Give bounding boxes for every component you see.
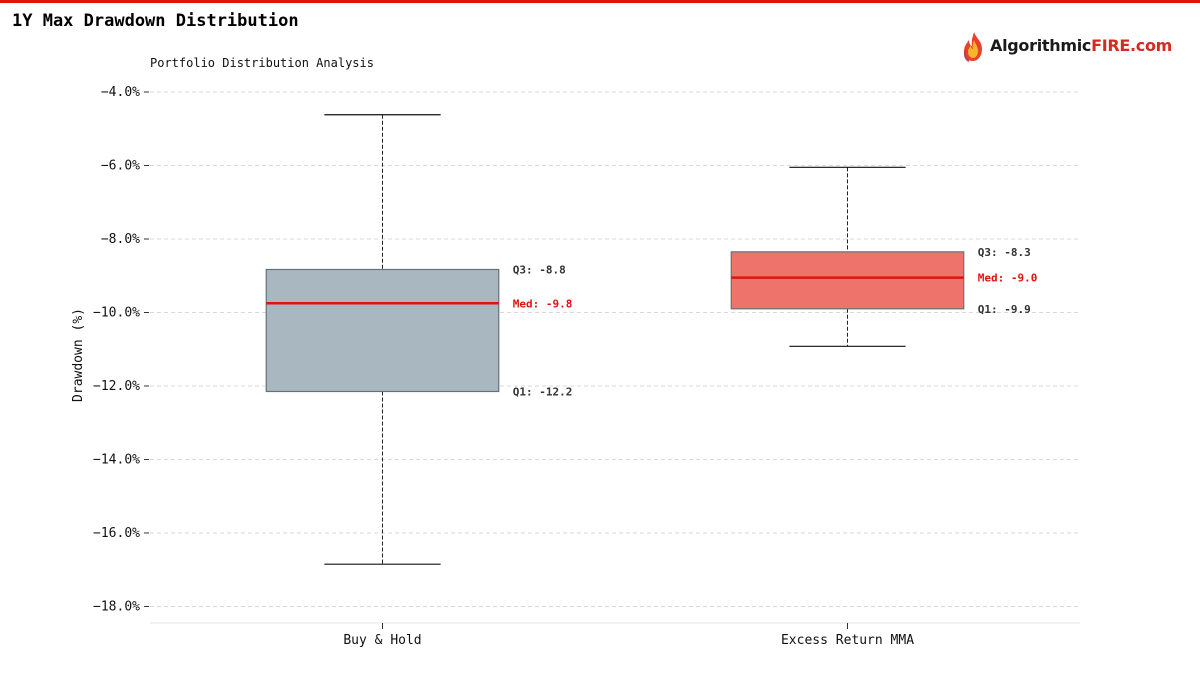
y-tick-label: −18.0% (93, 599, 140, 614)
box-iqr (265, 268, 500, 393)
box-iqr (730, 251, 965, 310)
logo-text-dark: Algorithmic (990, 36, 1092, 55)
y-tick-label: −16.0% (93, 526, 140, 541)
logo-wordmark: AlgorithmicFIRE.com (990, 36, 1172, 55)
q3-label: Q3: -8.3 (978, 246, 1031, 259)
q1-label: Q1: -12.2 (513, 385, 573, 398)
y-tick-label: −10.0% (93, 305, 140, 320)
y-axis-ticks: −4.0% −6.0% −8.0% −10.0% −12.0% −14.0% −16.0% −… (93, 85, 149, 614)
flame-logo-icon (964, 32, 982, 62)
y-tick-label: −6.0% (101, 158, 140, 173)
page-title: 1Y Max Drawdown Distribution (12, 11, 299, 31)
x-tick-label: Excess Return MMA (781, 633, 914, 648)
y-tick-label: −14.0% (93, 452, 140, 467)
box-group: Q3: -8.3 Med: -9.0 Q1: -9.9 Excess Return M… (730, 166, 1038, 648)
y-axis-label: Drawdown (%) (71, 308, 86, 402)
median-label: Med: -9.0 (978, 272, 1038, 285)
q3-label: Q3: -8.8 (513, 263, 566, 276)
top-accent-bar (0, 0, 1200, 3)
logo-text-red: FIRE.com (1091, 36, 1173, 55)
q1-label: Q1: -9.9 (978, 303, 1031, 316)
brand-logo[interactable]: AlgorithmicFIRE.com (960, 30, 1185, 64)
box-group: Q3: -8.8 Med: -9.8 Q1: -12.2 Buy & Hold (265, 114, 573, 648)
y-tick-label: −4.0% (101, 85, 140, 100)
y-tick-label: −12.0% (93, 379, 140, 394)
median-label: Med: -9.8 (513, 297, 573, 310)
x-tick-label: Buy & Hold (343, 633, 421, 648)
chart-subtitle: Portfolio Distribution Analysis (150, 56, 374, 70)
y-tick-label: −8.0% (101, 232, 140, 247)
